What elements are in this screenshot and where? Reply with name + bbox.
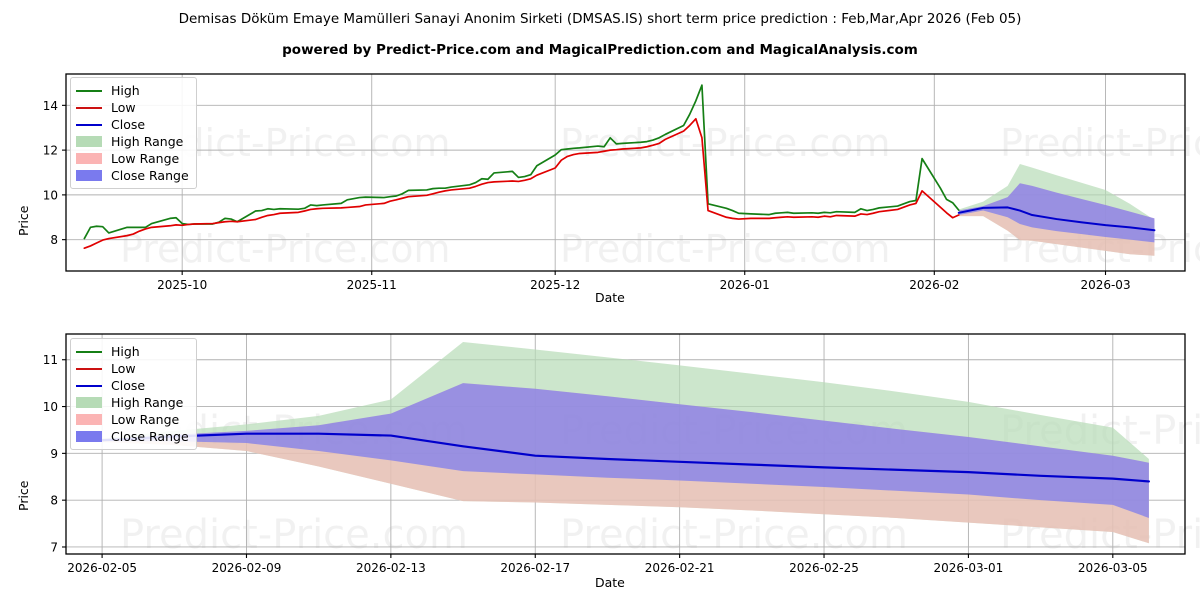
y-axis-tick-label: 10 [43, 188, 58, 202]
x-axis-tick-label: 2026-02-21 [645, 561, 715, 575]
legend-item-label: High [111, 344, 140, 359]
x-axis-tick-label: 2025-11 [347, 278, 397, 292]
legend-line-swatch [76, 106, 102, 109]
x-axis-tick-label: 2026-02-05 [67, 561, 137, 575]
plot-frame [65, 73, 1186, 272]
close-price-line [101, 432, 1150, 483]
forecast-detail-chart-panel: Predict-Price.com Predict-Price.com Predic… [0, 326, 1200, 600]
close-price-line [957, 206, 1156, 232]
y-axis-tick-label: 7 [50, 540, 58, 554]
legend-item-label: Close Range [111, 429, 189, 444]
x-axis-tick-label: 2026-03-01 [934, 561, 1004, 575]
overview-legend-item: Low Range [76, 150, 189, 167]
overview-legend-item: High [76, 82, 189, 99]
legend-item-label: Low [111, 100, 136, 115]
overview-y-axis-label: Price [16, 205, 31, 237]
overview-legend-item: Close [76, 116, 189, 133]
legend-item-label: Close [111, 117, 146, 132]
plot-background [66, 74, 1185, 271]
overview-chart-panel: Predict-Price.com Predict-Price.com Predic… [0, 66, 1200, 316]
legend-item-label: High Range [111, 134, 184, 149]
forecast-detail-legend-item: Low [76, 360, 189, 377]
page-subtitle: powered by Predict-Price.com and Magical… [282, 42, 918, 58]
title-block: Demisas Döküm Emaye Mamülleri Sanayi Ano… [0, 0, 1200, 58]
overview-legend-item: Low [76, 99, 189, 116]
legend-line-swatch [76, 123, 102, 126]
legend-patch-swatch [76, 431, 102, 442]
y-axis-tick-label: 11 [43, 353, 58, 367]
legend-patch-swatch [76, 153, 102, 164]
y-axis-tick-label: 8 [50, 494, 58, 508]
forecast-detail-legend-item: Low Range [76, 411, 189, 428]
forecast-detail-chart-svg: Predict-Price.com Predict-Price.com Predic… [43, 333, 1200, 575]
low-price-line [83, 117, 960, 250]
y-axis-tick-label: 9 [50, 447, 58, 461]
legend-item-label: Low [111, 361, 136, 376]
legend-item-label: Low Range [111, 412, 180, 427]
overview-legend-item: Close Range [76, 167, 189, 184]
x-axis-tick-label: 2026-03-05 [1078, 561, 1148, 575]
legend-patch-swatch [76, 170, 102, 181]
overview-legend-item: High Range [76, 133, 189, 150]
legend-line-swatch [76, 384, 102, 387]
overview-x-axis-label: Date [595, 290, 625, 305]
watermark-text: Predict-Price.com [120, 512, 468, 558]
high-price-line [83, 84, 960, 240]
forecast-detail-legend-item: High [76, 343, 189, 360]
x-axis-tick-label: 2026-02-25 [789, 561, 859, 575]
forecast-detail-chart-legend: High Low Close High Range Low Range Close Ran… [70, 338, 197, 450]
x-axis-tick-label: 2025-12 [530, 278, 580, 292]
x-axis-tick-label: 2026-01 [720, 278, 770, 292]
y-axis-tick-label: 14 [43, 99, 58, 113]
close-range-band [102, 383, 1149, 518]
watermark-text: Predict-Price.com [560, 512, 908, 558]
x-axis-tick-label: 2025-10 [157, 278, 207, 292]
legend-item-label: Low Range [111, 151, 180, 166]
legend-line-swatch [76, 89, 102, 92]
watermark-text: Predict-Price.com [120, 227, 451, 271]
x-axis-tick-label: 2026-02 [909, 278, 959, 292]
y-axis-tick-label: 12 [43, 144, 58, 158]
forecast-detail-legend-item: High Range [76, 394, 189, 411]
y-axis-tick-label: 10 [43, 400, 58, 414]
legend-item-label: Close [111, 378, 146, 393]
legend-item-label: High Range [111, 395, 184, 410]
x-axis-tick-label: 2026-02-13 [356, 561, 426, 575]
plot-frame [65, 333, 1186, 555]
watermark-text: Predict-Price.com [560, 227, 891, 271]
legend-patch-swatch [76, 136, 102, 147]
forecast-detail-y-axis-label: Price [16, 480, 31, 512]
page-title: Demisas Döküm Emaye Mamülleri Sanayi Ano… [178, 11, 1022, 27]
legend-line-swatch [76, 350, 102, 353]
legend-item-label: Close Range [111, 168, 189, 183]
watermark-text: Predict-Price.com [1000, 121, 1200, 165]
forecast-detail-legend-item: Close [76, 377, 189, 394]
forecast-detail-legend-item: Close Range [76, 428, 189, 445]
legend-patch-swatch [76, 397, 102, 408]
close-range-band [958, 183, 1155, 243]
legend-item-label: High [111, 83, 140, 98]
overview-chart-svg: Predict-Price.com Predict-Price.com Predic… [43, 73, 1200, 292]
x-axis-tick-label: 2026-02-17 [500, 561, 570, 575]
forecast-detail-x-axis-label: Date [595, 575, 625, 590]
y-axis-tick-label: 8 [50, 233, 58, 247]
watermark-text: Predict-Price.com [560, 121, 891, 165]
legend-line-swatch [76, 367, 102, 370]
x-axis-tick-label: 2026-03 [1080, 278, 1130, 292]
legend-patch-swatch [76, 414, 102, 425]
overview-chart-legend: High Low Close High Range Low Range Close Ran… [70, 77, 197, 189]
x-axis-tick-label: 2026-02-09 [212, 561, 282, 575]
